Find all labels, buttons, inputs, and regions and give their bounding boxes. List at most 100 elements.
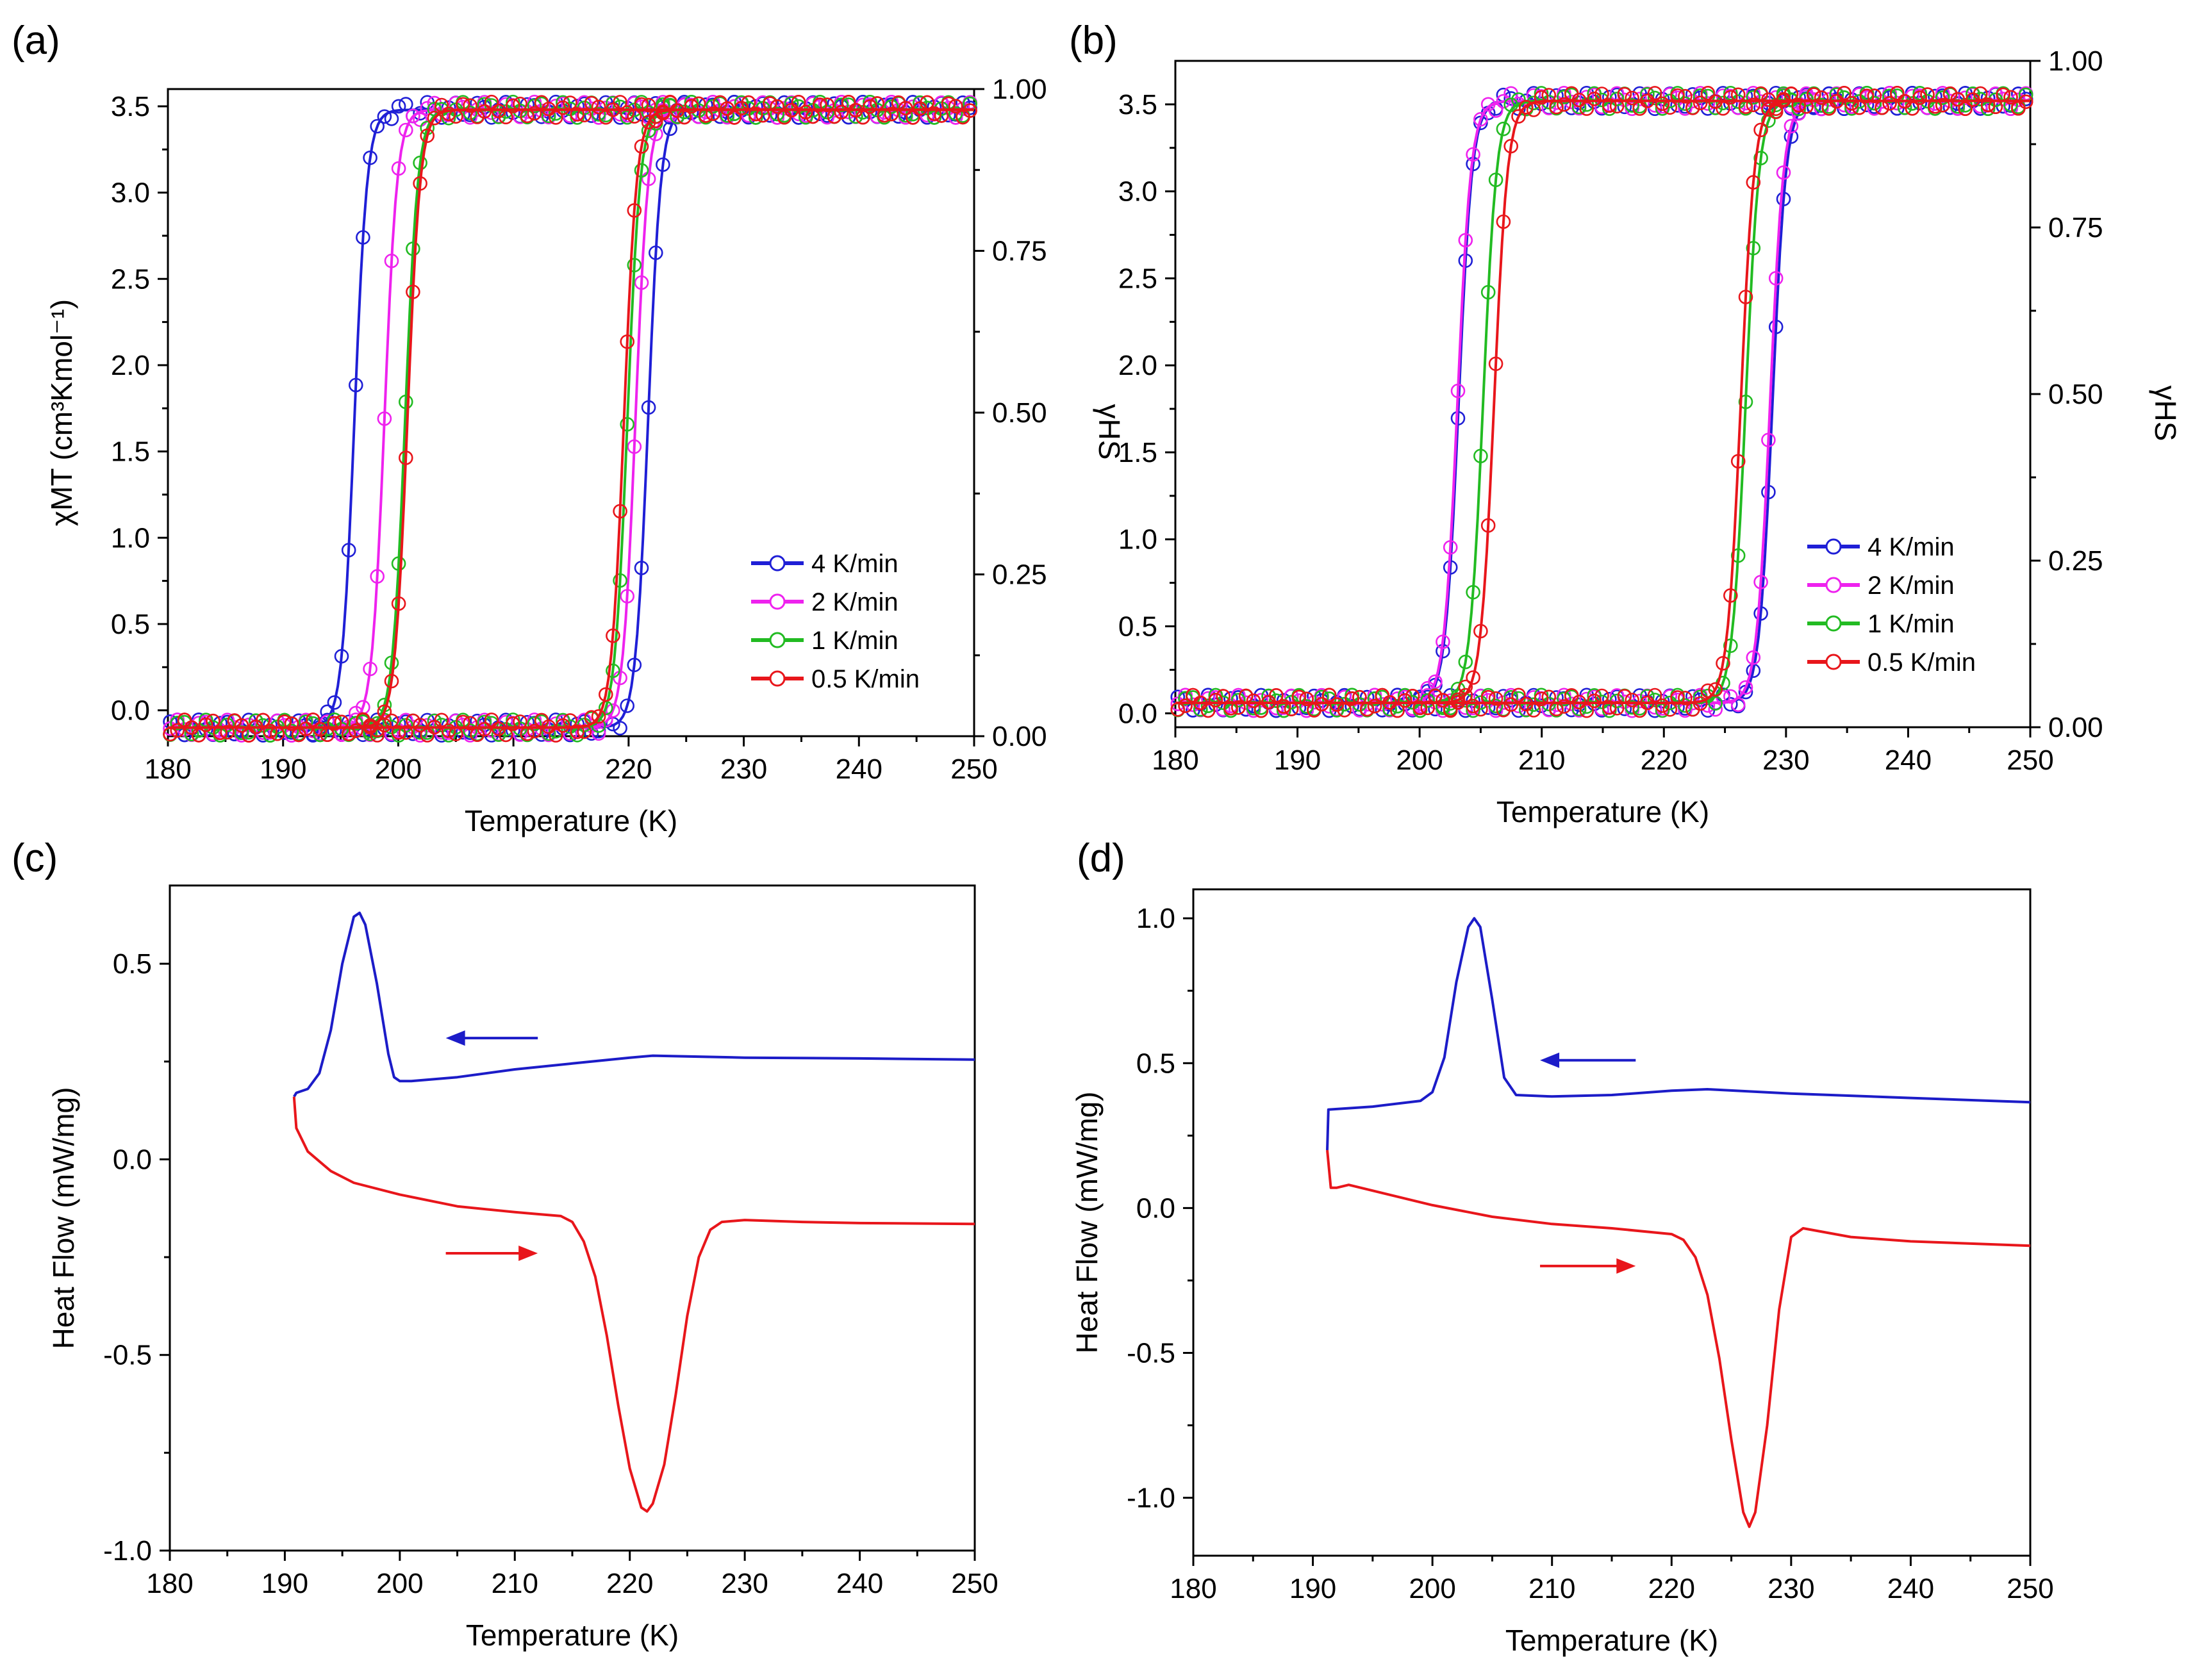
data-point (770, 110, 784, 125)
data-point (1503, 697, 1518, 712)
data-point (1390, 688, 1405, 703)
data-point (1238, 688, 1254, 704)
data-point (1276, 703, 1291, 718)
data-point (441, 723, 456, 738)
data-point (413, 725, 427, 740)
x-tick-label: 210 (1518, 745, 1565, 776)
data-point (813, 97, 827, 112)
x-tick-label: 200 (376, 1568, 423, 1599)
data-point (1821, 101, 1837, 116)
data-point (641, 171, 656, 186)
data-point (591, 709, 606, 724)
data-point (1216, 689, 1230, 704)
legend-label: 0.5 K/min (1867, 648, 1976, 677)
data-point (1655, 96, 1670, 111)
data-point (1738, 99, 1753, 114)
data-point (1200, 703, 1216, 718)
data-point (1814, 90, 1829, 105)
data-point (1496, 94, 1511, 109)
data-point (1678, 96, 1693, 111)
data-point (1799, 99, 1814, 114)
data-point (384, 673, 399, 689)
data-point (598, 687, 613, 702)
data-point (391, 596, 406, 611)
data-point (520, 108, 535, 124)
legend-label: 1 K/min (1867, 610, 1955, 638)
data-point (1587, 92, 1602, 106)
data-point (1571, 92, 1587, 108)
data-point (934, 108, 949, 123)
data-point (870, 96, 884, 111)
data-point (198, 717, 213, 732)
data-point (1776, 192, 1791, 206)
data-point (1466, 670, 1480, 685)
data-point (863, 99, 877, 114)
data-point (1473, 702, 1488, 717)
data-point (1928, 99, 1942, 114)
data-point (1473, 623, 1488, 639)
data-point (370, 119, 385, 134)
data-point (463, 716, 477, 731)
legend-marker (769, 555, 786, 572)
legend-label: 2 K/min (1867, 572, 1955, 600)
data-point (1784, 86, 1799, 101)
x-tick-label: 240 (1885, 745, 1932, 776)
data-point (1367, 698, 1382, 714)
data-point (548, 99, 563, 113)
y-tick-label: -1.0 (103, 1535, 152, 1567)
y-tick-label: 2.0 (1118, 350, 1157, 381)
data-point (341, 543, 356, 557)
x-tick-label: 240 (1887, 1573, 1934, 1604)
arrow-head (445, 1030, 465, 1046)
series-heating-line (1326, 1149, 2031, 1528)
data-point (527, 94, 542, 110)
data-point (1557, 688, 1571, 703)
data-point (1466, 584, 1480, 600)
data-point (563, 713, 577, 728)
data-point (234, 718, 249, 733)
data-point (1405, 689, 1420, 704)
data-point (1716, 101, 1730, 116)
data-point (699, 108, 713, 123)
data-point (1950, 92, 1966, 107)
data-point (613, 573, 627, 588)
data-point (577, 724, 592, 739)
data-point (448, 109, 463, 124)
data-point (556, 100, 570, 115)
data-point (2018, 94, 2033, 110)
data-point (1314, 696, 1329, 712)
data-point (763, 96, 777, 111)
panel-label: (d) (1077, 836, 1125, 880)
data-point (584, 710, 599, 725)
data-point (1708, 696, 1723, 711)
data-point (1791, 90, 1806, 105)
data-point (1352, 689, 1367, 705)
data-point (1246, 693, 1261, 708)
data-point (1503, 97, 1518, 112)
data-point (498, 727, 513, 743)
legend-marker (1825, 577, 1842, 593)
data-point (1746, 90, 1761, 105)
data-point (284, 728, 299, 743)
data-point (898, 101, 913, 116)
data-point (320, 704, 335, 720)
data-point (1647, 688, 1662, 703)
data-point (1345, 691, 1359, 706)
data-point (591, 718, 606, 733)
data-point (1390, 691, 1405, 706)
data-point (606, 663, 620, 679)
data-point (1867, 95, 1882, 111)
data-point (1436, 693, 1450, 708)
data-point (1466, 698, 1480, 714)
panel-d: (d) 180 190 200 210 220 230 240 250 Temperature (… (1070, 836, 2054, 1657)
data-point (1541, 88, 1557, 103)
data-point (527, 716, 542, 731)
data-point (1503, 138, 1518, 154)
data-point (1761, 113, 1776, 128)
data-point (1276, 693, 1291, 708)
data-point (1730, 87, 1746, 103)
y2-tick-label: 1.00 (992, 74, 1047, 105)
data-point (541, 719, 556, 734)
data-point (963, 103, 977, 118)
data-point (1761, 432, 1776, 448)
